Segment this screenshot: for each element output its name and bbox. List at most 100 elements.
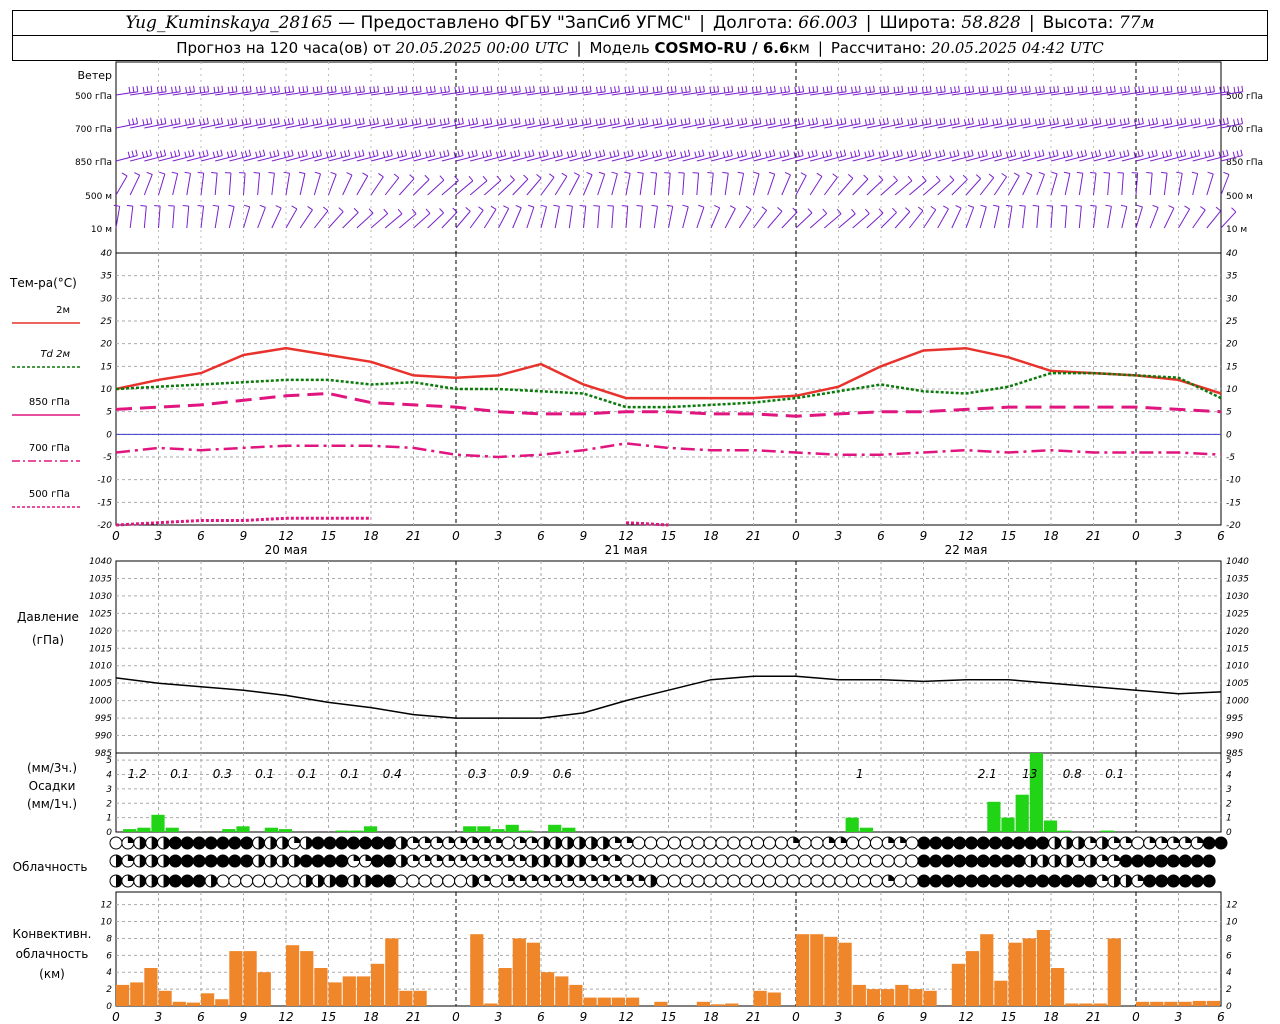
wind-barb bbox=[370, 176, 384, 196]
wind-barb-feather bbox=[344, 118, 347, 125]
cloud-symbol-fill bbox=[484, 837, 491, 843]
wind-barb-feather bbox=[231, 118, 234, 125]
cloud-symbol bbox=[347, 836, 361, 850]
model-label: Модель bbox=[589, 39, 650, 57]
hour-tick-label: 0 bbox=[792, 529, 800, 543]
wind-barb-feather bbox=[915, 117, 918, 124]
hour-tick-label: 3 bbox=[155, 529, 163, 543]
wind-barb-feather bbox=[836, 119, 839, 126]
cloud-symbol-fill bbox=[258, 837, 265, 849]
wind-barb-feather bbox=[900, 149, 903, 156]
wind-barb bbox=[356, 212, 374, 229]
wind-barb-feather bbox=[1024, 150, 1027, 157]
wind-barb-feather bbox=[878, 175, 884, 181]
wind-barb-feather bbox=[1141, 149, 1144, 156]
cloud-symbol bbox=[703, 836, 717, 850]
wind-barb-feather bbox=[765, 151, 768, 158]
precip-bar bbox=[477, 826, 491, 832]
cloud-symbol bbox=[691, 874, 705, 888]
cloud-symbol-fill bbox=[615, 837, 622, 843]
cloud-symbol bbox=[703, 874, 717, 888]
cloud-symbol bbox=[1060, 836, 1074, 850]
cloud-symbol-fill bbox=[163, 837, 170, 849]
cloud-symbol bbox=[1048, 874, 1062, 888]
cloud-symbol bbox=[168, 874, 182, 888]
cloud-symbol bbox=[881, 854, 895, 868]
wind-barb-feather bbox=[334, 117, 337, 124]
cloud-symbol-fill bbox=[472, 855, 479, 861]
wind-barb-feather bbox=[259, 118, 262, 125]
conv-title-2: облачность bbox=[16, 947, 89, 961]
cloud-symbol-fill bbox=[567, 875, 574, 881]
wind-barb-feather bbox=[588, 149, 592, 156]
wind-barb-feather bbox=[878, 151, 881, 158]
wind-barb-feather bbox=[228, 204, 235, 208]
wind-barb-feather bbox=[316, 118, 319, 125]
hour-tick-label: 15 bbox=[1001, 529, 1016, 543]
wind-barb-feather bbox=[510, 151, 513, 158]
wind-barb-feather bbox=[439, 175, 445, 181]
wind-level-label-left: 500 м bbox=[85, 192, 112, 202]
wind-barb-feather bbox=[1070, 149, 1073, 156]
precip-tick-left: 2 bbox=[106, 799, 112, 809]
wind-barb-feather bbox=[500, 118, 503, 125]
cloud-symbol-fill bbox=[953, 855, 966, 867]
cloud-symbol-outline bbox=[786, 854, 800, 868]
wind-barb-feather bbox=[160, 118, 163, 125]
wind-barb-feather bbox=[149, 149, 152, 156]
wind-barb-feather bbox=[999, 149, 1002, 156]
cloud-symbol bbox=[133, 836, 147, 850]
cloud-symbol bbox=[1012, 854, 1026, 868]
cloud-symbol-outline bbox=[703, 836, 717, 850]
wind-barb-feather bbox=[613, 118, 616, 125]
wind-barb-feather bbox=[656, 118, 659, 125]
wind-barb-feather bbox=[490, 85, 493, 92]
precip-bar bbox=[123, 829, 137, 832]
wind-barb-feather bbox=[581, 119, 584, 126]
wind-barb-feather bbox=[893, 175, 898, 181]
cloud-symbol-outline bbox=[715, 836, 729, 850]
cloud-symbol-fill bbox=[953, 837, 966, 849]
cloud-symbol bbox=[869, 854, 883, 868]
wind-barb-feather bbox=[900, 117, 904, 124]
cloud-symbol bbox=[715, 854, 729, 868]
cloud-symbol bbox=[751, 836, 765, 850]
wind-barb-feather bbox=[1000, 85, 1003, 92]
wind-barb-feather bbox=[1184, 205, 1190, 210]
wind-barb bbox=[781, 211, 798, 229]
wind-barb-feather bbox=[745, 205, 752, 210]
cloud-symbol-outline bbox=[905, 874, 919, 888]
cloud-symbol-fill bbox=[1155, 875, 1168, 887]
wind-barb-feather bbox=[811, 150, 814, 157]
conv-hour-tick-label: 18 bbox=[703, 1010, 719, 1024]
wind-barb-feather bbox=[452, 207, 458, 213]
wind-barb-feather bbox=[206, 117, 209, 124]
wind-barb-feather bbox=[758, 149, 762, 156]
wind-barb-feather bbox=[1213, 85, 1215, 92]
wind-barb-feather bbox=[1176, 151, 1179, 158]
cloud-symbol-fill bbox=[828, 837, 835, 843]
wind-barb-feather bbox=[414, 150, 418, 157]
wind-barb bbox=[1178, 208, 1191, 229]
wind-barb-feather bbox=[939, 118, 942, 125]
wind-barb-feather bbox=[511, 86, 513, 93]
conv-cloud-bar bbox=[923, 990, 937, 1006]
cloud-symbol bbox=[513, 874, 527, 888]
wind-barb-feather bbox=[509, 175, 515, 181]
wind-barb-feather bbox=[627, 150, 630, 157]
cloud-symbol bbox=[632, 854, 646, 868]
wind-barb bbox=[455, 210, 471, 229]
cloud-symbol bbox=[1083, 874, 1097, 888]
wind-barb bbox=[668, 206, 674, 229]
wind-barb-feather bbox=[751, 119, 754, 126]
wind-level-label-right: 500 гПа bbox=[1226, 92, 1263, 102]
wind-barb-feather bbox=[687, 149, 691, 156]
wind-barb-feather bbox=[482, 119, 485, 126]
wind-barb-feather bbox=[202, 118, 206, 125]
day-label: 22 мая bbox=[945, 543, 988, 557]
wind-barb-feather bbox=[273, 150, 276, 157]
wind-barb-feather bbox=[390, 149, 393, 156]
wind-barb-feather bbox=[1176, 119, 1179, 126]
conv-hour-tick-label: 3 bbox=[835, 1010, 843, 1024]
cloud-symbol-fill bbox=[413, 837, 420, 843]
